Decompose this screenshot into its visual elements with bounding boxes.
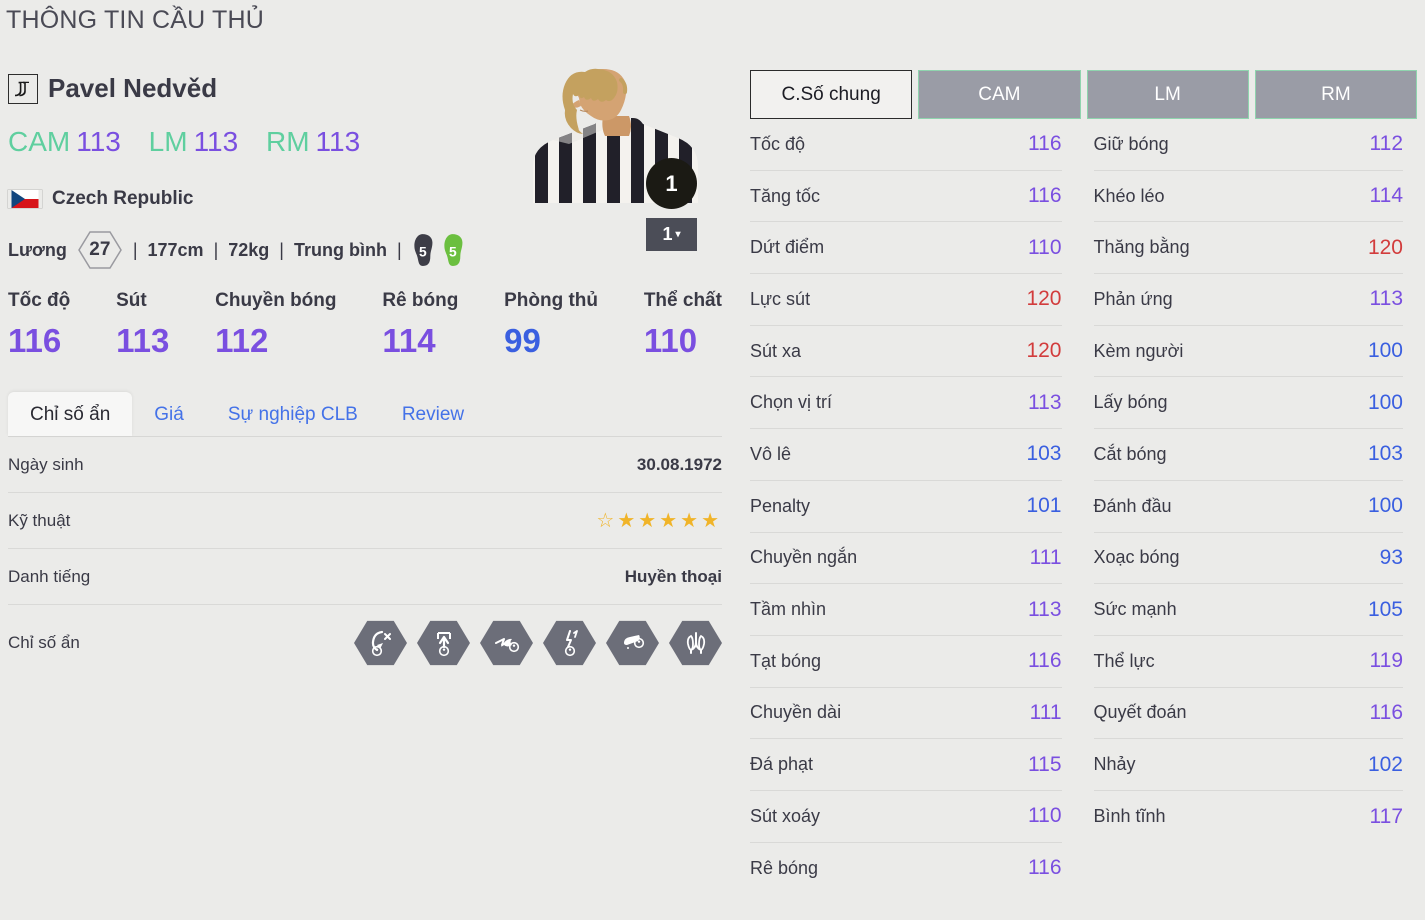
svg-text:5: 5: [419, 243, 427, 259]
svg-text:5: 5: [449, 243, 457, 259]
